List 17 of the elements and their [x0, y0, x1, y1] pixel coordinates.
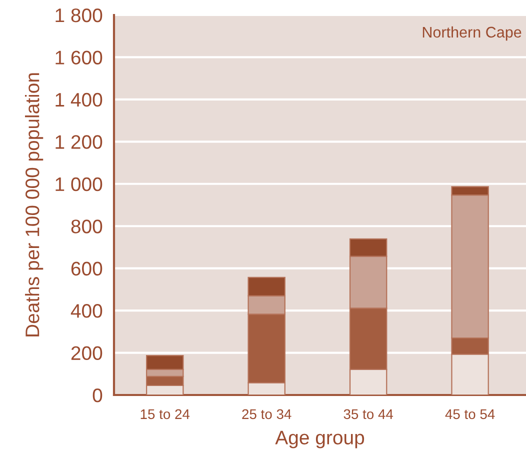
- y-tick-label: 1 200: [56, 135, 102, 149]
- y-tick-label: 1 800: [56, 8, 102, 22]
- y-tick-label: 600: [71, 262, 102, 276]
- x-tick-label: 45 to 54: [445, 409, 495, 420]
- y-tick-label: 1 000: [56, 177, 102, 192]
- y-tick-label: 0: [92, 388, 102, 402]
- y-tick-label: 1 400: [56, 92, 102, 107]
- x-tick-label: 25 to 34: [242, 409, 292, 420]
- y-tick-label: 800: [71, 220, 102, 234]
- y-axis-title: Deaths per 100 000 population: [25, 73, 44, 336]
- x-tick-label: 35 to 44: [344, 409, 394, 420]
- x-tick-label: 15 to 24: [140, 409, 190, 420]
- y-tick-label: 1 600: [56, 50, 102, 64]
- annotation: Northern Cape: [422, 26, 522, 41]
- y-tick-label: 200: [71, 346, 102, 360]
- y-tick-label: 400: [70, 304, 102, 318]
- x-axis-title: Age group: [275, 430, 364, 448]
